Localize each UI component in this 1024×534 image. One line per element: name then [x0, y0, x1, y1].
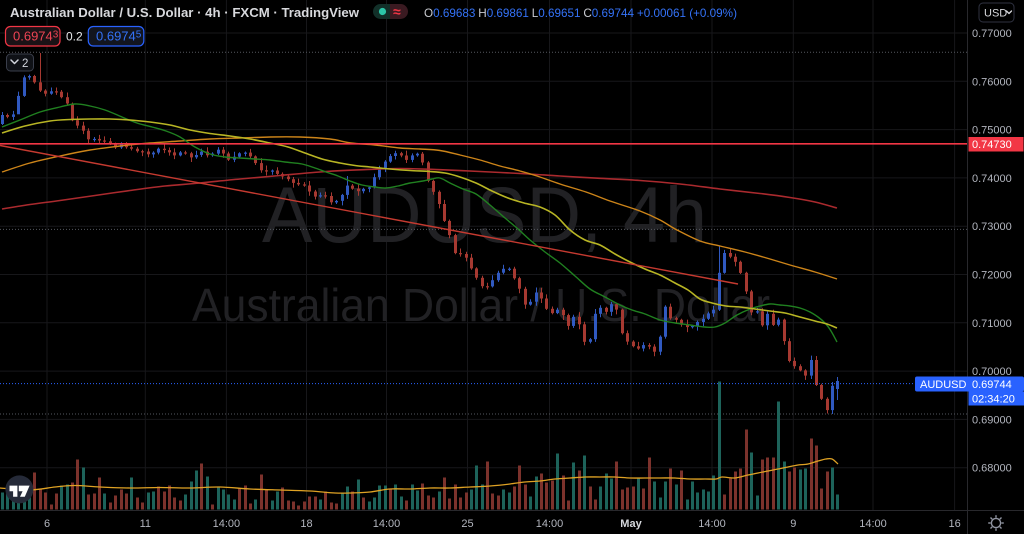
svg-text:18: 18	[300, 518, 312, 530]
svg-text:14:00: 14:00	[698, 518, 726, 530]
svg-text:0.72000: 0.72000	[972, 270, 1012, 282]
svg-text:C: C	[583, 7, 591, 20]
svg-text:16: 16	[948, 518, 960, 530]
svg-text:H: H	[478, 7, 486, 20]
svg-text:AUDUSD, 4h: AUDUSD, 4h	[262, 170, 707, 259]
svg-text:02:34:20: 02:34:20	[972, 394, 1015, 406]
svg-text:0.69745: 0.69745	[96, 29, 142, 44]
svg-text:≈: ≈	[393, 4, 401, 20]
svg-text:+0.00061 (+0.09%): +0.00061 (+0.09%)	[637, 7, 737, 20]
svg-text:9: 9	[790, 518, 796, 530]
svg-text:0.70000: 0.70000	[972, 366, 1012, 378]
svg-text:0.69744: 0.69744	[972, 379, 1012, 391]
svg-text:14:00: 14:00	[859, 518, 887, 530]
svg-text:14:00: 14:00	[213, 518, 241, 530]
svg-text:0.69683: 0.69683	[433, 7, 475, 20]
svg-text:0.69861: 0.69861	[487, 7, 529, 20]
svg-text:0.71000: 0.71000	[972, 318, 1012, 330]
svg-text:0.75000: 0.75000	[972, 125, 1012, 137]
svg-text:Australian Dollar / U.S. Dolla: Australian Dollar / U.S. Dollar · 4h · F…	[10, 5, 360, 20]
svg-text:0.76000: 0.76000	[972, 76, 1012, 88]
svg-text:14:00: 14:00	[373, 518, 401, 530]
svg-text:0.69000: 0.69000	[972, 414, 1012, 426]
svg-text:0.69651: 0.69651	[538, 7, 580, 20]
svg-text:11: 11	[140, 518, 151, 530]
svg-text:2: 2	[22, 58, 28, 70]
svg-text:14:00: 14:00	[536, 518, 564, 530]
svg-text:0.74730: 0.74730	[972, 139, 1012, 151]
svg-text:25: 25	[461, 518, 473, 530]
svg-text:0.69743: 0.69743	[13, 29, 59, 44]
svg-text:0.74000: 0.74000	[972, 173, 1012, 185]
svg-text:May: May	[620, 518, 642, 530]
svg-text:0.69744: 0.69744	[592, 7, 635, 20]
svg-text:0.73000: 0.73000	[972, 221, 1012, 233]
svg-text:L: L	[532, 7, 539, 20]
svg-text:6: 6	[44, 518, 50, 530]
svg-text:0.2: 0.2	[66, 30, 83, 44]
svg-text:0.68000: 0.68000	[972, 463, 1012, 475]
svg-text:USD: USD	[984, 8, 1007, 20]
svg-text:0.77000: 0.77000	[972, 28, 1012, 40]
svg-text:O: O	[424, 7, 433, 20]
svg-text:AUDUSD: AUDUSD	[920, 379, 967, 391]
